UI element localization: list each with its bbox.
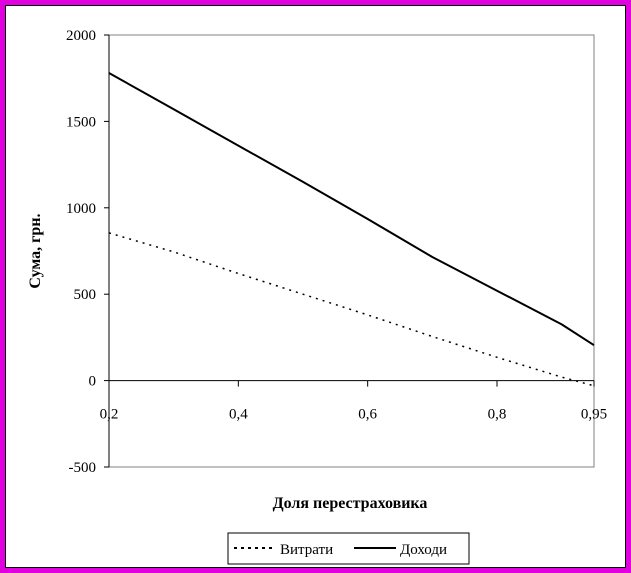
y-tick-label: 1500 xyxy=(66,114,96,130)
chart-area-border xyxy=(5,5,626,568)
series-line-dokhody xyxy=(108,72,595,347)
legend: Витрати Доходи xyxy=(227,532,470,565)
legend-label-vytraty: Витрати xyxy=(280,542,333,558)
x-tick-label: 0,95 xyxy=(581,407,607,423)
x-axis-title: Доля перестраховика xyxy=(273,495,428,512)
y-tick-label: 2000 xyxy=(66,28,96,44)
x-tick-label: 0,4 xyxy=(229,407,248,423)
y-tick-label: 1000 xyxy=(66,201,96,217)
x-axis: 0,2 0,4 0,6 0,8 0,95 xyxy=(100,35,607,467)
x-tick-label: 0,6 xyxy=(358,407,377,423)
series-layer xyxy=(108,72,595,387)
y-axis-ticks: 2000 1500 1000 500 0 -500 xyxy=(66,28,109,476)
x-tick-label: 0,8 xyxy=(488,407,507,423)
y-tick-label: 500 xyxy=(74,287,97,303)
y-axis-title: Сума, грн. xyxy=(27,213,44,288)
plot-area-border xyxy=(108,34,595,468)
series-line-vytraty xyxy=(108,232,595,387)
legend-label-dokhody: Доходи xyxy=(400,542,447,558)
y-tick-label: 0 xyxy=(89,374,97,390)
y-tick-label: -500 xyxy=(69,460,97,476)
legend-box xyxy=(227,532,470,565)
x-tick-label: 0,2 xyxy=(100,407,119,423)
